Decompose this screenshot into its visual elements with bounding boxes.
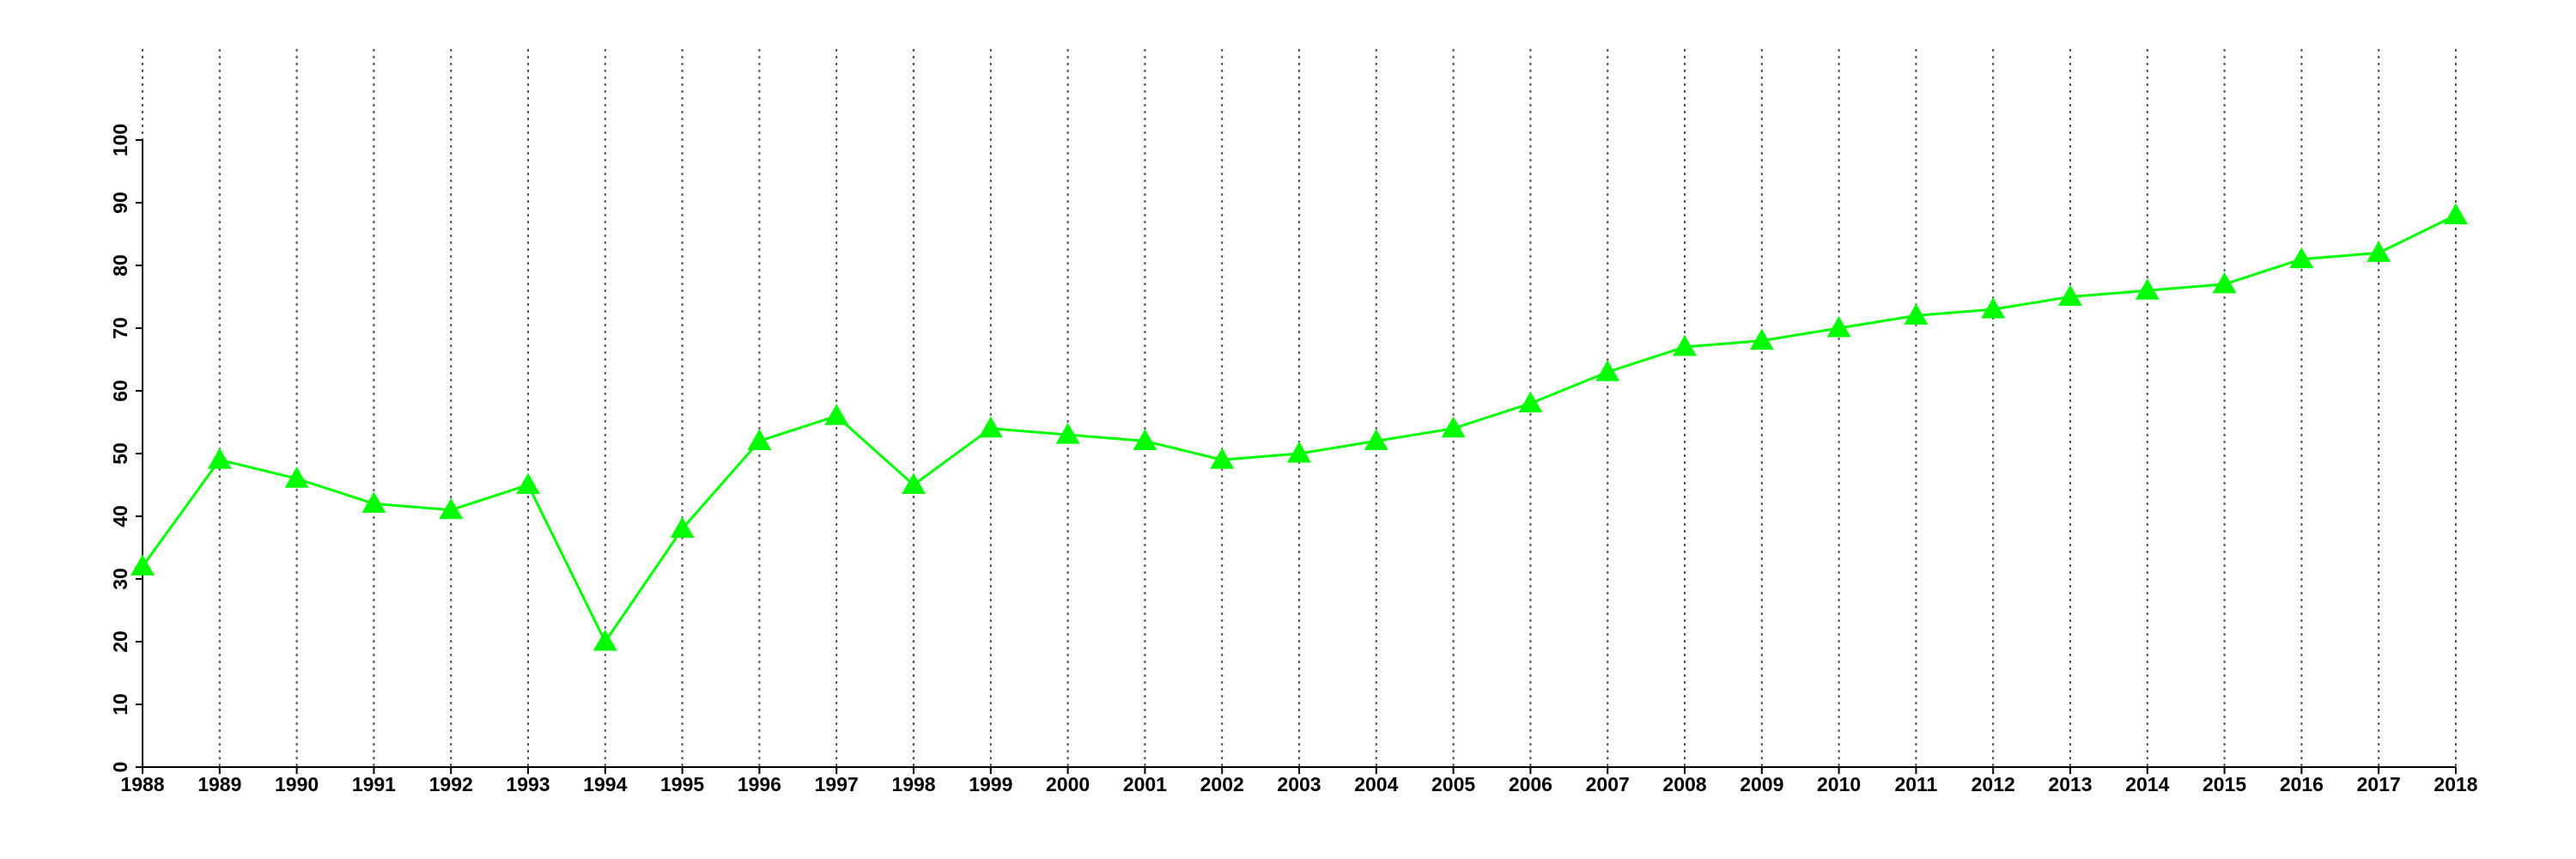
y-tick-label: 10 [109,693,131,716]
marker [1981,297,2006,319]
x-tick-label: 1995 [660,773,704,795]
x-tick-label: 2014 [2125,773,2169,795]
x-tick-label: 1990 [275,773,319,795]
marker [1749,328,1774,350]
marker [1441,416,1466,438]
x-tick-label: 1997 [815,773,859,795]
marker [2366,241,2391,262]
x-tick-label: 2010 [1817,773,1861,795]
marker [1133,429,1157,450]
y-tick-label: 20 [109,631,131,653]
x-tick-label: 1991 [352,773,396,795]
x-tick-label: 2009 [1740,773,1783,795]
y-tick-label: 100 [109,124,131,156]
x-tick-label: 1996 [738,773,781,795]
marker [902,472,926,494]
x-tick-label: 2003 [1277,773,1321,795]
marker [592,630,617,651]
marker [207,448,232,469]
marker [747,429,772,450]
y-tick-label: 0 [109,762,131,773]
x-tick-label: 2007 [1586,773,1630,795]
x-tick-label: 2018 [2433,773,2477,795]
x-tick-label: 2016 [2280,773,2324,795]
marker [131,554,155,576]
y-tick-label: 80 [109,254,131,277]
x-tick-label: 1999 [969,773,1012,795]
marker [1364,429,1388,450]
marker [2289,247,2314,269]
y-tick-label: 50 [109,442,131,465]
x-tick-label: 2006 [1509,773,1552,795]
marker [1287,442,1311,463]
marker [2444,203,2468,225]
marker [1904,303,1929,325]
marker [516,472,540,494]
x-tick-label: 2012 [1971,773,2015,795]
x-tick-label: 2017 [2357,773,2401,795]
x-tick-label: 1993 [506,773,550,795]
marker [2058,284,2082,306]
y-tick-label: 90 [109,192,131,214]
marker [1595,360,1620,381]
marker [1673,334,1697,356]
x-tick-label: 2011 [1894,773,1937,795]
marker [670,516,695,539]
marker [1055,423,1080,444]
marker [1210,448,1235,469]
marker [361,491,386,513]
marker [824,404,849,425]
x-tick-label: 1994 [583,773,627,795]
marker [2135,278,2160,300]
marker [1518,391,1543,413]
x-tick-label: 1989 [197,773,241,795]
y-tick-label: 70 [109,317,131,339]
y-tick-label: 60 [109,380,131,402]
x-tick-label: 1998 [891,773,935,795]
marker [2212,271,2237,294]
y-tick-label: 40 [109,505,131,527]
x-tick-label: 2008 [1662,773,1706,795]
y-tick-label: 30 [109,568,131,590]
x-tick-label: 2000 [1046,773,1090,795]
x-tick-label: 1992 [429,773,473,795]
x-tick-label: 1988 [120,773,164,795]
x-tick-label: 2015 [2202,773,2246,795]
x-tick-label: 2013 [2048,773,2092,795]
x-tick-label: 2005 [1431,773,1475,795]
marker [284,466,309,488]
x-tick-label: 2004 [1354,773,1398,795]
marker [439,497,464,520]
x-tick-label: 2001 [1123,773,1167,795]
x-tick-label: 2002 [1200,773,1244,795]
marker [978,416,1003,438]
marker [1826,316,1851,338]
